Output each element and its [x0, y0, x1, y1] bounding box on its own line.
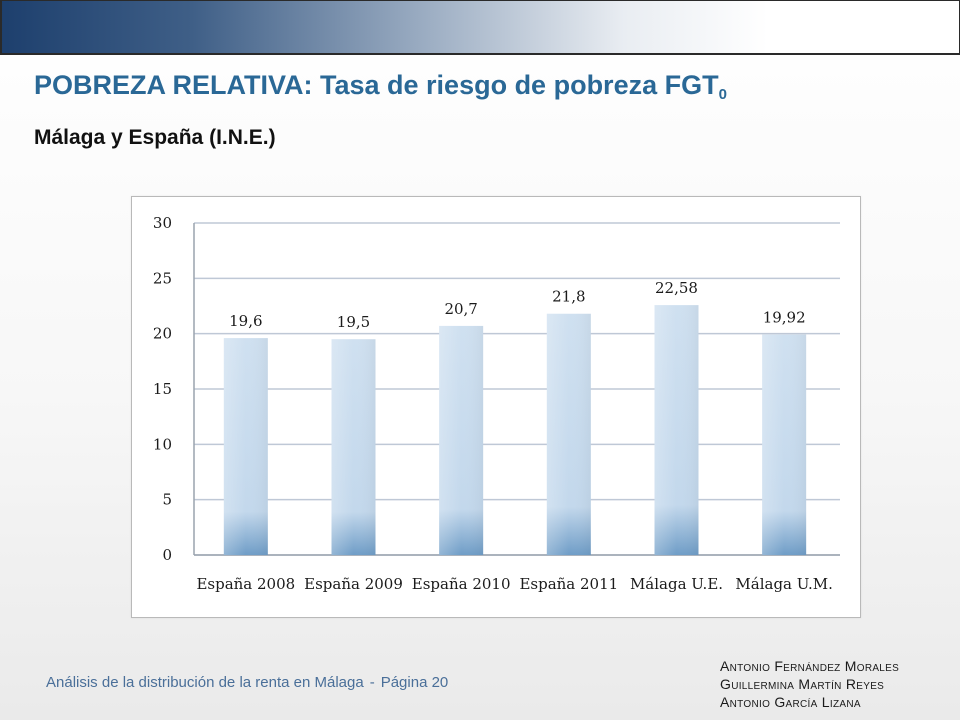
- author-name: Antonio Fernández Morales: [720, 658, 900, 674]
- author-name: Guillermina Martín Reyes: [720, 676, 885, 692]
- author-name: Antonio García Lizana: [720, 694, 861, 710]
- y-tick-label: 10: [153, 435, 172, 453]
- bar-value-label: 19,92: [763, 309, 806, 327]
- footer-caption: Análisis de la distribución de la renta …: [46, 674, 448, 691]
- x-category-label: Málaga U.M.: [735, 575, 833, 593]
- bar-highlight: [654, 305, 699, 555]
- header-banner: [0, 0, 960, 55]
- x-category-label: España 2010: [412, 575, 511, 593]
- bar-highlight: [762, 334, 807, 555]
- authors-block: Antonio Fernández Morales Guillermina Ma…: [720, 657, 899, 711]
- x-category-label: España 2011: [519, 575, 618, 593]
- bar-highlight: [223, 338, 268, 555]
- y-tick-label: 0: [162, 546, 172, 564]
- x-category-label: España 2008: [196, 575, 295, 593]
- chart-frame: 19,6 19,5 20,7 21,8 22,58 19,92 0 5 10 15 20 25 30 …: [131, 196, 861, 618]
- slide-subtitle: Málaga y España (I.N.E.): [34, 126, 276, 149]
- footer-separator: -: [369, 674, 375, 691]
- y-tick-label: 25: [153, 269, 172, 287]
- y-tick-label: 20: [153, 325, 172, 343]
- footer-document-title: Análisis de la distribución de la renta …: [46, 674, 364, 691]
- data-labels: 19,6 19,5 20,7 21,8 22,58 19,92: [229, 279, 806, 331]
- bars: [223, 305, 807, 555]
- bar-highlight: [439, 325, 484, 555]
- slide-title-subscript: 0: [718, 86, 727, 103]
- y-tick-labels: 0 5 10 15 20 25 30: [153, 214, 172, 564]
- x-category-labels: España 2008 España 2009 España 2010 España …: [196, 575, 832, 593]
- slide-title-text: POBREZA RELATIVA: Tasa de riesgo de pobr…: [34, 70, 719, 100]
- bar-highlight: [546, 313, 591, 555]
- bar-value-label: 20,7: [444, 300, 477, 318]
- bar-value-label: 19,5: [337, 313, 370, 331]
- axes: [193, 223, 840, 556]
- slide-title: POBREZA RELATIVA: Tasa de riesgo de pobr…: [34, 70, 727, 103]
- bar-value-label: 21,8: [552, 288, 585, 306]
- bar-highlight: [331, 339, 376, 555]
- y-tick-label: 15: [153, 380, 172, 398]
- grid-lines: [194, 222, 840, 556]
- bar-value-label: 19,6: [229, 312, 262, 330]
- header-frame: [0, 0, 960, 54]
- footer-page-number: Página 20: [380, 674, 449, 691]
- x-category-label: España 2009: [304, 575, 403, 593]
- y-tick-label: 5: [162, 491, 172, 509]
- bar-value-label: 22,58: [655, 279, 698, 297]
- x-category-label: Málaga U.E.: [630, 575, 723, 593]
- y-tick-label: 30: [153, 214, 172, 232]
